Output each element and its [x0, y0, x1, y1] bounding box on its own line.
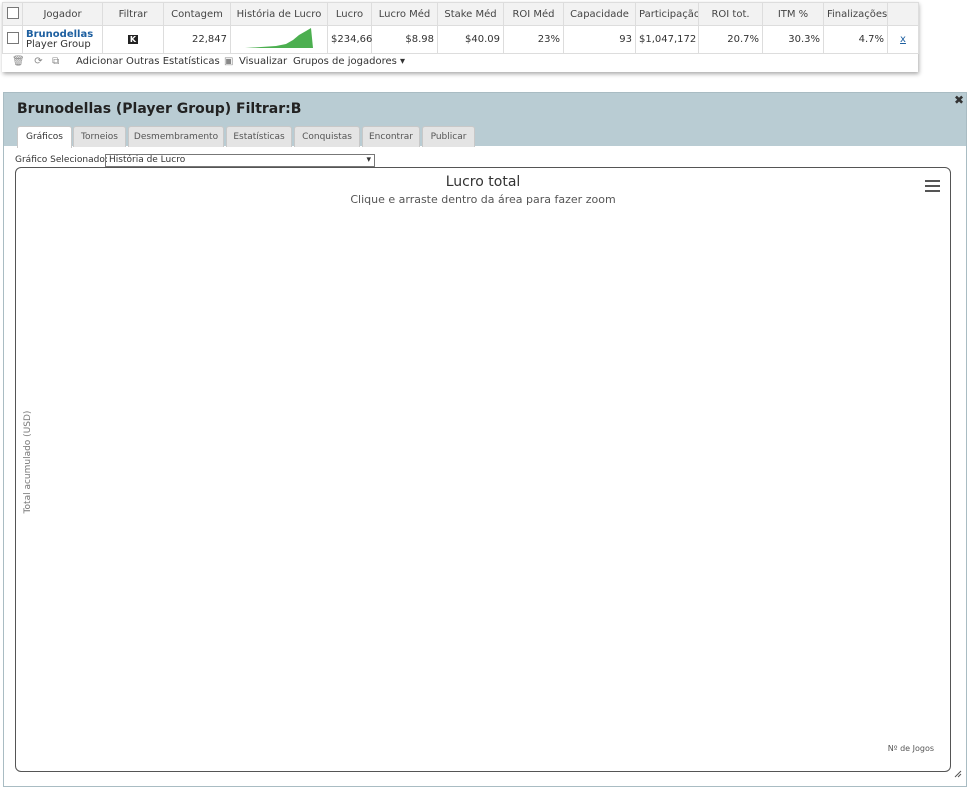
toolbar-groups[interactable]: Grupos de jogadores ▾: [293, 56, 406, 67]
player-name[interactable]: Brunodellas: [26, 28, 94, 40]
chart-frame: [15, 167, 951, 772]
tab[interactable]: Desmembramento: [128, 126, 224, 147]
column-header[interactable]: Filtrar: [102, 2, 164, 26]
panel-title: Brunodellas (Player Group) Filtrar:B: [17, 101, 302, 117]
chart-selector[interactable]: História de Lucro ▾: [105, 154, 375, 167]
chart-title: Lucro total: [446, 174, 521, 190]
column-header[interactable]: Contagem: [163, 2, 231, 26]
menu-button[interactable]: [925, 180, 940, 192]
tab[interactable]: Torneios: [73, 126, 126, 147]
cell: $234,66: [327, 25, 372, 54]
column-header[interactable]: Jogador: [22, 2, 103, 26]
toolbar-add[interactable]: Adicionar Outras Estatísticas: [76, 56, 220, 67]
cell: $40.09: [437, 25, 504, 54]
tab[interactable]: Encontrar: [362, 126, 420, 147]
cell: 4.7%: [823, 25, 888, 54]
tab[interactable]: Gráficos: [17, 126, 72, 148]
cell: 22,847: [163, 25, 231, 54]
column-header[interactable]: ROI tot.: [698, 2, 763, 26]
cell: 30.3%: [762, 25, 824, 54]
selector-value[interactable]: História de Lucro: [109, 155, 186, 165]
resize-handle[interactable]: [954, 770, 962, 778]
toolbar-icons: 🗑 ⟳ ⧉: [12, 56, 60, 67]
tab[interactable]: Publicar: [422, 126, 475, 147]
tab[interactable]: Conquistas: [294, 126, 360, 147]
y-axis-title: Total acumulado (USD): [23, 411, 33, 515]
groups-label[interactable]: Grupos de jogadores: [293, 56, 397, 67]
chart-subtitle: Clique e arraste dentro da área para faz…: [350, 193, 615, 206]
tab[interactable]: Estatísticas: [226, 126, 292, 147]
cell: $8.98: [371, 25, 438, 54]
cell: $1,047,172: [635, 25, 699, 54]
close-button[interactable]: ✖: [953, 93, 964, 107]
column-header[interactable]: Lucro: [327, 2, 372, 26]
selector-label: Gráfico Selecionado:: [15, 155, 108, 165]
toolbar-view[interactable]: Visualizar: [239, 56, 288, 67]
column-header[interactable]: ROI Méd: [503, 2, 564, 26]
column-header[interactable]: Finalizações: [823, 2, 888, 26]
filter-icon[interactable]: K: [127, 35, 139, 44]
x-axis-title: Nº de Jogos: [888, 744, 934, 753]
cell: 20.7%: [698, 25, 763, 54]
stats-card: Jogador Filtrar Contagem História de Lucro L…: [2, 2, 971, 777]
remove-link[interactable]: x: [887, 25, 919, 54]
player-group: Player Group: [26, 38, 91, 50]
column-header[interactable]: Stake Méd: [437, 2, 504, 26]
row-check[interactable]: [2, 25, 23, 54]
toolbar-icon: ▣: [224, 56, 234, 67]
cell: 93: [563, 25, 636, 54]
column-header[interactable]: ITM %: [762, 2, 824, 26]
column-header[interactable]: História de Lucro: [230, 2, 328, 26]
column-header[interactable]: Capacidade: [563, 2, 636, 26]
